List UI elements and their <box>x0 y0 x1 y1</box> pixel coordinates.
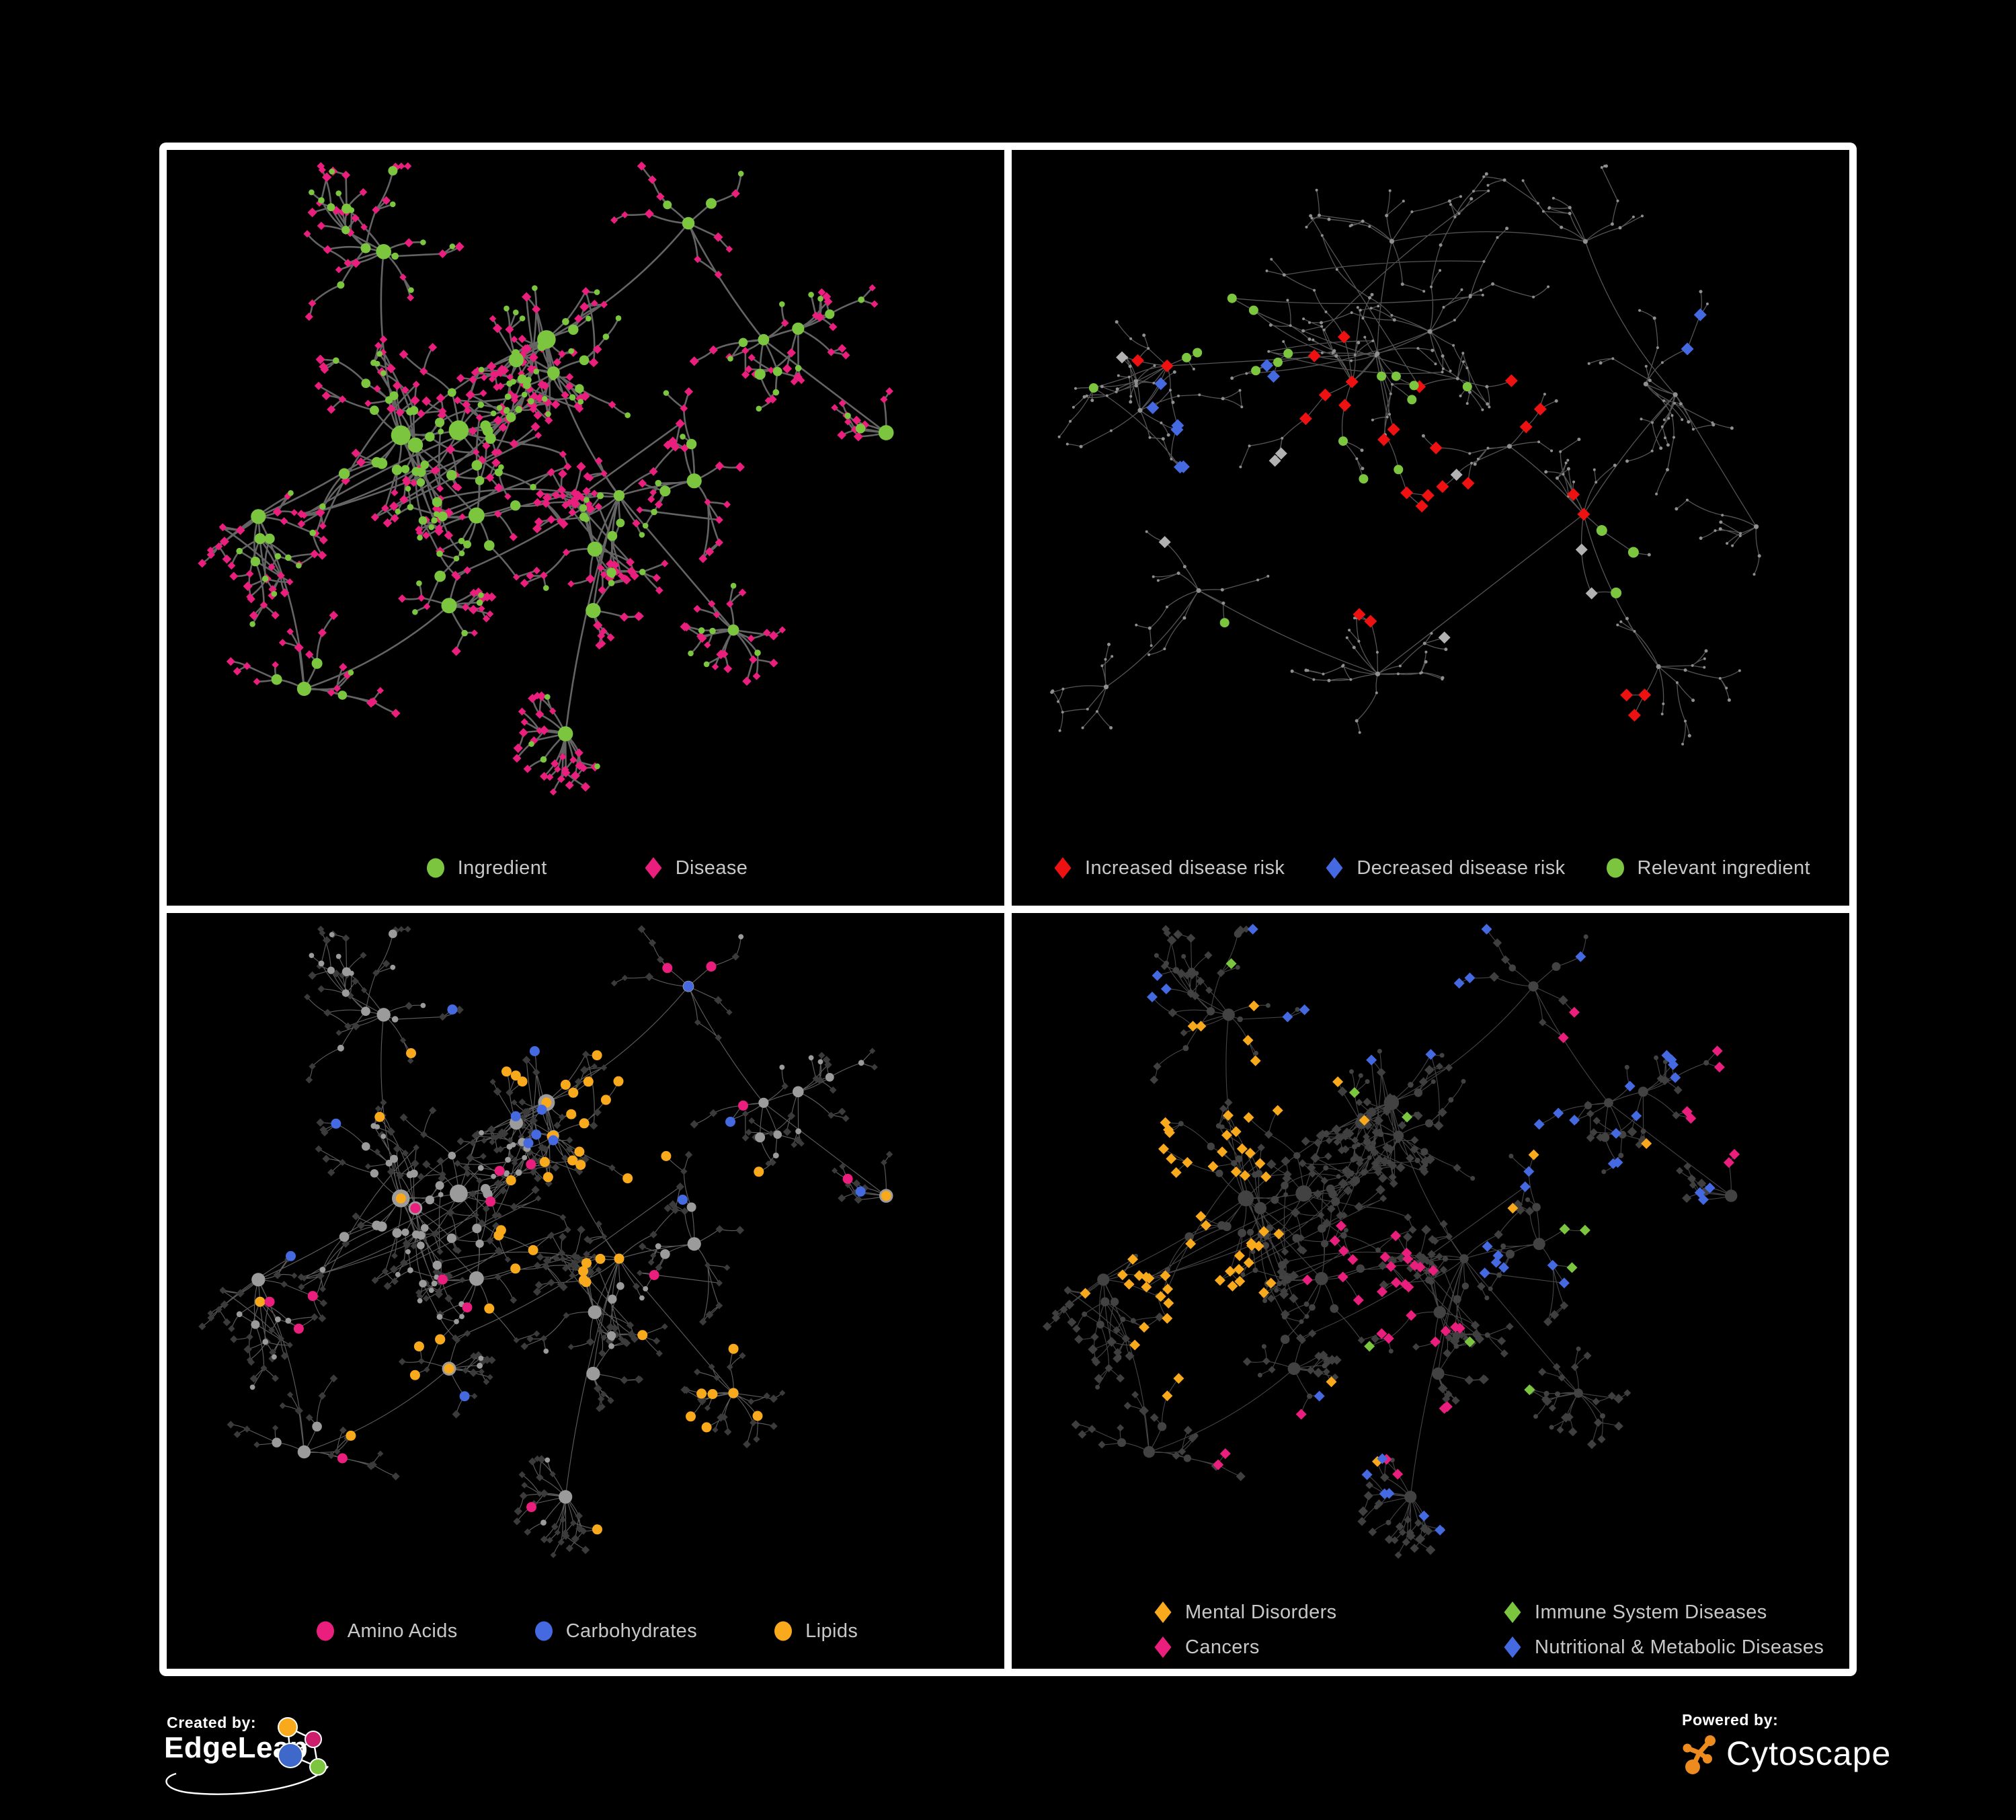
legend-label: Ingredient <box>457 857 547 879</box>
legend-item-nutritional-metabolic-diseases: Nutritional & Metabolic Diseases <box>1500 1634 1824 1661</box>
circle-swatch-icon <box>1606 858 1624 878</box>
circle-swatch-icon <box>534 1621 553 1641</box>
diamond-swatch-icon <box>1504 1636 1521 1658</box>
edgeleap-logo-icon <box>165 1717 329 1795</box>
panel-disease-classes: Mental Disorders Immune System Diseases Ca… <box>1012 913 1849 1669</box>
cytoscape-logo-icon <box>1683 1735 1716 1774</box>
diamond-swatch-icon <box>1154 1601 1172 1623</box>
nutrient-class-network-view <box>198 925 893 1558</box>
legend-item-increased-disease-risk: Increased disease risk <box>1051 855 1285 881</box>
legend-item-mental-disorders: Mental Disorders <box>1151 1599 1500 1626</box>
legend-label: Mental Disorders <box>1185 1601 1337 1623</box>
legend-item-immune-system-diseases: Immune System Diseases <box>1500 1599 1767 1626</box>
diamond-swatch-icon <box>645 857 662 879</box>
powered-by-label: Powered by: <box>1682 1711 1779 1729</box>
disease-risk-network-view <box>1050 164 1761 746</box>
cytoscape-wordmark: Cytoscape <box>1726 1735 1892 1772</box>
legend-label: Amino Acids <box>347 1620 458 1642</box>
legend-item-ingredient: Ingredient <box>424 855 547 881</box>
legend-disease-risk: Increased disease risk Decreased disease … <box>1012 855 1849 881</box>
circle-swatch-icon <box>316 1621 334 1641</box>
legend-label: Disease <box>675 857 748 879</box>
legend-item-decreased-disease-risk: Decreased disease risk <box>1322 855 1565 881</box>
cytoscape-attribution: Powered by: Cytoscape <box>1682 1711 1897 1785</box>
legend-item-amino-acids: Amino Acids <box>313 1618 458 1645</box>
legend-item-lipids: Lipids <box>771 1618 858 1645</box>
panel-grid: Ingredient Disease Increased disease risk… <box>159 143 1857 1676</box>
disease-class-network-view <box>1043 924 1740 1559</box>
legend-disease-classes: Mental Disorders Immune System Diseases Ca… <box>1012 1599 1849 1661</box>
diamond-swatch-icon <box>1154 1636 1172 1658</box>
legend-label: Increased disease risk <box>1084 857 1285 879</box>
legend-nutrient-classes: Amino Acids Carbohydrates Lipids <box>167 1618 1004 1645</box>
legend-label: Nutritional & Metabolic Diseases <box>1535 1636 1824 1658</box>
legend-ingredient-disease: Ingredient Disease <box>167 855 1004 881</box>
created-by-label: Created by: <box>167 1714 257 1731</box>
legend-label: Decreased disease risk <box>1357 857 1566 879</box>
panel-disease-risk: Increased disease risk Decreased disease … <box>1012 150 1849 906</box>
legend-item-cancers: Cancers <box>1151 1634 1500 1661</box>
legend-label: Carbohydrates <box>565 1620 698 1642</box>
panel-nutrient-classes: Amino Acids Carbohydrates Lipids <box>167 913 1004 1669</box>
circle-swatch-icon <box>774 1621 793 1641</box>
edgeleap-attribution: Created by: EdgeLeap <box>155 1714 397 1801</box>
legend-label: Immune System Diseases <box>1535 1601 1767 1623</box>
diamond-swatch-icon <box>1326 857 1343 879</box>
diamond-swatch-icon <box>1054 857 1072 879</box>
circle-swatch-icon <box>426 858 444 878</box>
panel-ingredient-disease: Ingredient Disease <box>167 150 1004 906</box>
diamond-swatch-icon <box>1504 1601 1521 1623</box>
legend-item-disease: Disease <box>641 855 748 881</box>
ingredient-disease-network-view <box>198 161 894 796</box>
legend-item-relevant-ingredient: Relevant ingredient <box>1603 855 1810 881</box>
legend-label: Lipids <box>805 1620 858 1642</box>
legend-label: Relevant ingredient <box>1637 857 1811 879</box>
legend-item-carbohydrates: Carbohydrates <box>532 1618 697 1645</box>
legend-label: Cancers <box>1185 1636 1260 1658</box>
